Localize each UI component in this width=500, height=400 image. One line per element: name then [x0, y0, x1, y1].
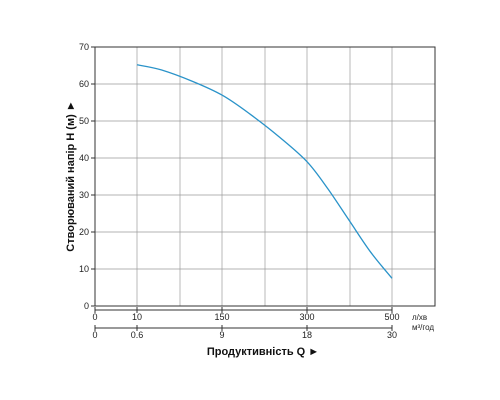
x-unit-m3h: м³/год — [412, 323, 434, 332]
y-tick-label: 60 — [79, 79, 89, 89]
x-tick-label-lmin: 10 — [132, 312, 142, 322]
y-tick-label: 10 — [79, 264, 89, 274]
performance-curve — [136, 64, 393, 279]
x-tick-label-lmin: 500 — [384, 312, 399, 322]
plot-frame — [94, 46, 436, 307]
y-axis-ticks: 0 10 20 30 40 50 60 70 — [79, 42, 95, 311]
y-axis-title: Створюваний напір H (м) ► — [65, 100, 77, 251]
x-tick-label-m3h: 30 — [387, 330, 397, 340]
x-unit-lmin: л/хв — [412, 313, 427, 322]
x-tick-label-m3h: 0.6 — [131, 330, 144, 340]
x-tick-label-m3h: 0 — [92, 330, 97, 340]
y-tick-label: 40 — [79, 153, 89, 163]
x-tick-label-m3h: 9 — [219, 330, 224, 340]
y-tick-label: 70 — [79, 42, 89, 52]
x-tick-label-lmin: 300 — [299, 312, 314, 322]
y-tick-label: 0 — [84, 301, 89, 311]
x-axis-title: Продуктивність Q ► — [207, 346, 319, 358]
x-axes: 0 10 150 300 500 0 0.6 9 18 30 — [92, 307, 400, 340]
grid — [94, 46, 436, 307]
y-tick-label: 30 — [79, 190, 89, 200]
y-tick-label: 20 — [79, 227, 89, 237]
x-tick-label-lmin: 150 — [214, 312, 229, 322]
x-tick-label-m3h: 18 — [302, 330, 312, 340]
y-tick-label: 50 — [79, 116, 89, 126]
x-tick-label-lmin: 0 — [92, 312, 97, 322]
